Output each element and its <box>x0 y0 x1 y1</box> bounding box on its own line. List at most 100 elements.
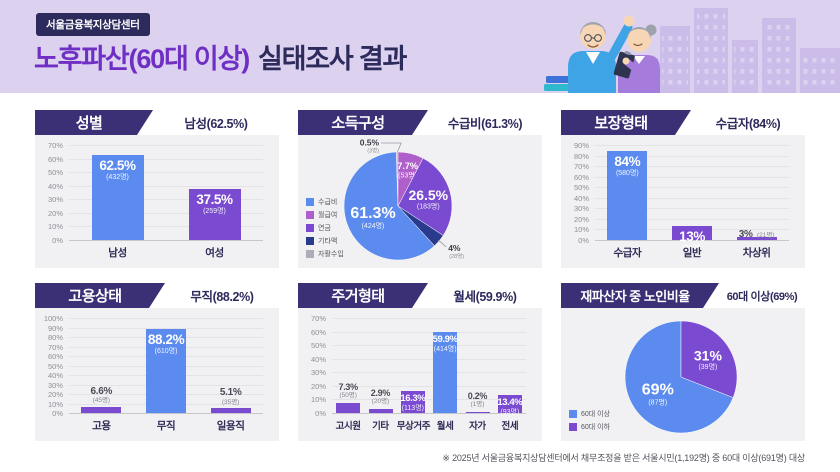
panel-title: 주거형태 <box>298 283 428 308</box>
y-tick-label: 90% <box>47 323 63 333</box>
bar-value: 88.2% <box>147 332 185 348</box>
panel-headline: 남성(62.5%) <box>184 117 248 131</box>
y-tick-label: 30% <box>310 368 326 378</box>
gridline <box>332 358 526 360</box>
panel-headline: 수급자(84%) <box>715 117 781 131</box>
pie-count-자활수입: (3명) <box>367 148 379 155</box>
panel-title: 보장형태 <box>561 110 691 135</box>
title-tail: 실태조사 결과 <box>258 44 407 74</box>
panel-header: 소득구성 수급비(61.3%) <box>298 110 542 135</box>
bar-count: (50명) <box>339 392 357 400</box>
x-label-기타: 기타 <box>372 421 389 432</box>
gridline <box>69 226 263 228</box>
y-tick-label: 10% <box>310 395 326 405</box>
legend-label: 자활수입 <box>318 251 344 258</box>
legend-label: 기타액 <box>318 238 338 245</box>
panel-coverage: 보장형태 수급자(84%) 0% 10% 20% 30% 40% 50% 60% 70% 80% 90… <box>561 110 805 268</box>
y-tick-label: 70% <box>573 162 589 172</box>
bar-수급자 <box>607 151 648 240</box>
bar-label-기타: 2.9% (20명) <box>364 388 396 406</box>
panel-headline: 무직(88.2%) <box>190 290 254 304</box>
gridline <box>332 399 526 401</box>
chart-gender: 0% 10% 20% 30% 40% 50% 60% 70% 62.5% (432명) 남성 37.5… <box>35 135 279 268</box>
gridline <box>69 327 263 329</box>
y-tick-label: 20% <box>310 381 326 391</box>
gridline <box>595 197 789 199</box>
bar-label-일반: 13% (90명) <box>660 229 725 253</box>
y-tick-label: 70% <box>47 141 63 150</box>
gridline <box>69 199 263 201</box>
bar-label-고시원: 7.3% (50명) <box>332 382 364 400</box>
x-label-여성: 여성 <box>205 247 224 259</box>
page-header: 서울금융복지상담센터 노후파산(60대 이상) 실태조사 결과 <box>0 0 840 93</box>
gridline <box>332 318 526 319</box>
bar-차상위 <box>736 236 777 240</box>
bar-count: (414명) <box>433 345 457 353</box>
pie-slice-60대 이상 <box>624 320 734 434</box>
panel-title: 재파산자 중 노인비율 <box>561 283 719 308</box>
bar-count: (259명) <box>203 207 226 215</box>
gridline <box>69 172 263 174</box>
pie-count-월급여: (53명) <box>398 171 417 180</box>
panel-header: 성별 남성(62.5%) <box>35 110 279 135</box>
pie-slice-연금 <box>397 157 453 236</box>
y-tick-label: 70% <box>47 342 63 352</box>
legend-label: 월급여 <box>318 212 338 219</box>
gridline <box>332 331 526 333</box>
x-label-고용: 고용 <box>92 420 111 432</box>
pie-value-수급비: 61.3% <box>350 205 395 222</box>
legend-label: 연금 <box>318 225 331 232</box>
bar-value: 16.3% <box>400 392 426 404</box>
legend-label: 수급비 <box>318 199 338 206</box>
bar-고시원 <box>336 403 361 413</box>
gridline <box>595 240 789 241</box>
legend-swatch <box>306 211 314 219</box>
y-tick-label: 60% <box>47 154 63 164</box>
bar-label-전세: 13.4% (93명) <box>494 397 526 417</box>
y-tick-label: 30% <box>47 380 63 390</box>
legend-swatch <box>569 410 577 418</box>
y-tick-label: 60% <box>47 352 63 361</box>
bar-count: (610명) <box>154 347 178 355</box>
panel-title: 고용상태 <box>35 283 165 308</box>
y-tick-label: 10% <box>47 399 63 409</box>
title-main: 노후파산(60대 이상) <box>34 44 250 74</box>
bar-count: (20명) <box>371 398 390 406</box>
pie-value-60대 이상: 69% <box>642 382 674 399</box>
gridline <box>595 145 789 146</box>
bar-월세 <box>433 331 458 413</box>
y-tick-label: 40% <box>310 354 326 364</box>
bar-count: (21명) <box>757 231 775 239</box>
panel-header: 고용상태 무직(88.2%) <box>35 283 279 308</box>
elderly-man <box>568 15 635 93</box>
pie-count-60대 이하: (39명) <box>698 362 717 371</box>
gridline <box>595 176 789 178</box>
gridline <box>332 372 526 374</box>
y-tick-label: 20% <box>573 214 589 224</box>
y-tick-label: 80% <box>573 151 589 161</box>
pie-slice-수급비 <box>343 151 435 261</box>
legend-swatch <box>306 237 314 245</box>
bar-label-남성: 62.5% (432명) <box>69 158 166 182</box>
y-tick-label: 40% <box>47 181 63 191</box>
y-tick-label: 0% <box>315 409 326 418</box>
pie-income: 61.3% (424명) 0.5% (3명) 7.7% (53명) 26.5% (183명) 4… <box>312 136 524 268</box>
pie-slice-60대 이하 <box>680 320 738 398</box>
bar-count: (1명) <box>470 401 485 409</box>
x-label-일반: 일반 <box>682 247 702 259</box>
pie-count-60대 이상: (87명) <box>648 398 667 407</box>
bar-남성 <box>91 155 144 240</box>
panel-gender: 성별 남성(62.5%) 0% 10% 20% 30% 40% 50% 60% 70% 62.5%(… <box>35 110 279 268</box>
y-tick-label: 30% <box>47 195 63 205</box>
bar-value: 0.2% <box>467 391 488 401</box>
panel-headline: 월세(59.9%) <box>453 290 517 304</box>
bar-count: (90명) <box>682 244 702 252</box>
bar-label-무상거주: 16.3% (113명) <box>397 392 429 413</box>
chart-rebankrupt: 60대 이상 60대 이하 69% (87명) 31% (39명) <box>561 308 805 441</box>
bar-무직 <box>146 329 186 413</box>
gridline <box>332 345 526 347</box>
leader-line <box>438 239 447 248</box>
gridline <box>69 145 263 146</box>
panel-rebankrupt: 재파산자 중 노인비율 60대 이상(69%) 60대 이상 60대 이하 69% (87… <box>561 283 805 441</box>
legend-item-자활수입: 자활수입 <box>306 249 344 259</box>
